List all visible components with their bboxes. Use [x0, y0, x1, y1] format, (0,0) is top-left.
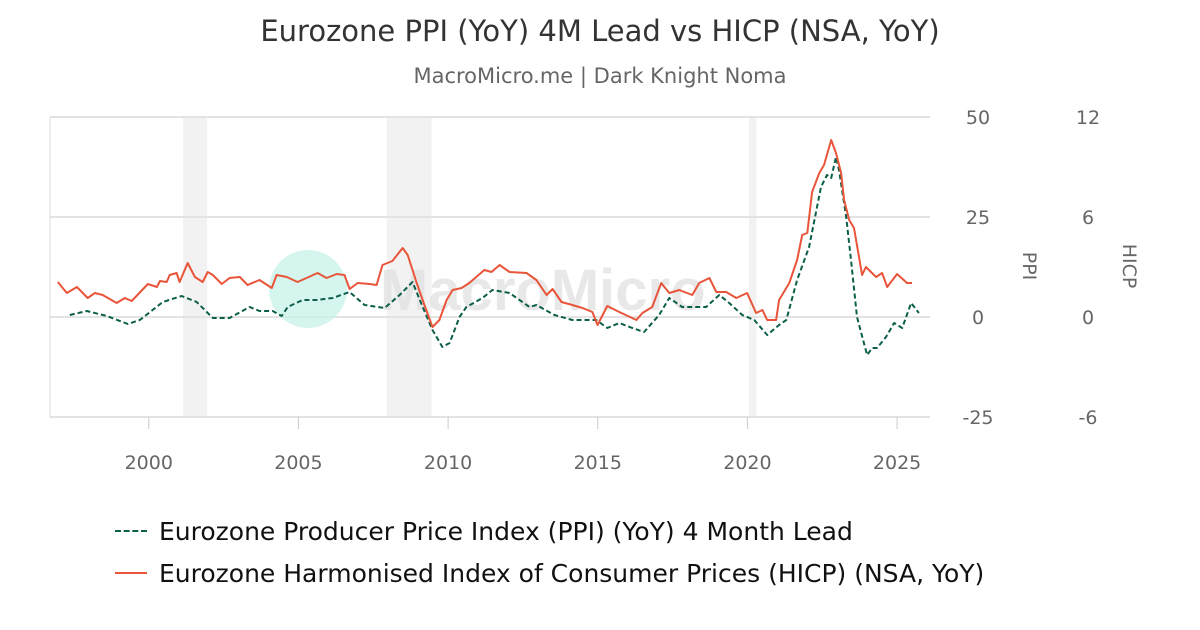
- chart-title: Eurozone PPI (YoY) 4M Lead vs HICP (NSA,…: [260, 14, 940, 48]
- x-tick-label: 2010: [424, 452, 472, 474]
- watermark-circle: [269, 250, 347, 328]
- y-left-tick-label: 50: [966, 107, 990, 129]
- y-left-tick-label: 25: [966, 207, 990, 229]
- y-right-tick-label: 0: [1082, 307, 1094, 329]
- x-tick-label: 2025: [873, 452, 921, 474]
- y-right-tick-label: -6: [1079, 407, 1098, 429]
- legend-swatch-hicp: [115, 572, 147, 574]
- y-right-tick-label: 6: [1082, 207, 1094, 229]
- legend-swatch-ppi: [115, 530, 147, 532]
- shaded-period: [748, 117, 757, 417]
- chart-subtitle: MacroMicro.me | Dark Knight Noma: [413, 64, 787, 88]
- y-right-tick-label: 12: [1076, 107, 1100, 129]
- legend: Eurozone Producer Price Index (PPI) (YoY…: [115, 510, 984, 594]
- x-tick-label: 2005: [274, 452, 322, 474]
- legend-item-ppi[interactable]: Eurozone Producer Price Index (PPI) (YoY…: [115, 510, 984, 552]
- legend-label-hicp: Eurozone Harmonised Index of Consumer Pr…: [159, 558, 985, 588]
- y-left-axis-label: PPI: [1018, 252, 1040, 281]
- watermark-logo: MacroMicro: [269, 250, 706, 328]
- y-right-axis-label: HICP: [1118, 244, 1140, 289]
- legend-item-hicp[interactable]: Eurozone Harmonised Index of Consumer Pr…: [115, 552, 984, 594]
- shaded-period: [183, 117, 208, 417]
- x-tick-label: 2020: [723, 452, 771, 474]
- legend-label-ppi: Eurozone Producer Price Index (PPI) (YoY…: [159, 516, 853, 546]
- y-left-tick-label: -25: [962, 407, 993, 429]
- series-line-hicp: [57, 139, 912, 328]
- y-left-tick-label: 0: [972, 307, 984, 329]
- x-tick-label: 2000: [125, 452, 173, 474]
- series-line-ppi: [69, 156, 920, 356]
- shaded-period: [386, 117, 432, 417]
- x-tick-label: 2015: [574, 452, 622, 474]
